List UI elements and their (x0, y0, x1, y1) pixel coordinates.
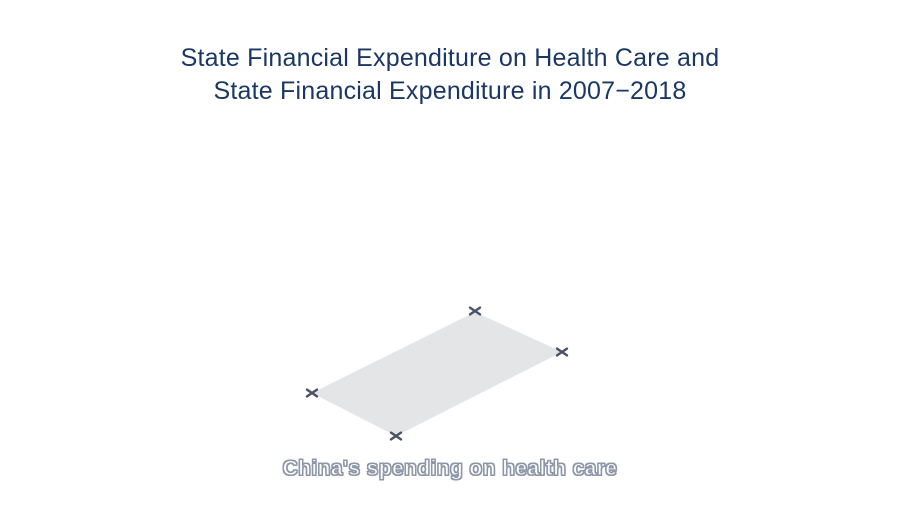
chart-title-line-2: State Financial Expenditure in 2007−2018 (213, 77, 687, 105)
x-marker-icon (468, 306, 482, 316)
chart-title: State Financial Expenditure on Health Ca… (0, 42, 900, 108)
base-plane (312, 312, 562, 436)
subtitle-caption: China's spending on health care (282, 457, 618, 481)
x-marker-icon (305, 388, 319, 398)
chart-title-line-1: State Financial Expenditure on Health Ca… (180, 44, 720, 72)
corner-markers (305, 306, 569, 441)
x-marker-icon (389, 431, 403, 441)
x-marker-icon (555, 347, 569, 357)
